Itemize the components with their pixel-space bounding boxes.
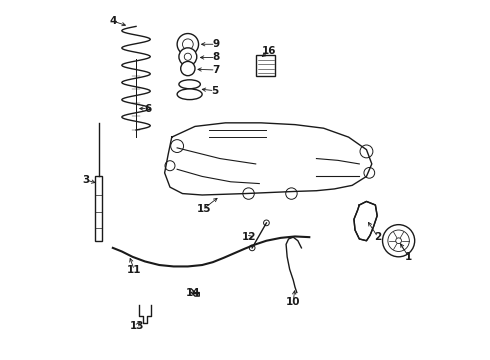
Text: 6: 6 xyxy=(144,104,151,113)
Bar xyxy=(95,176,102,241)
Circle shape xyxy=(179,48,197,66)
Bar xyxy=(256,55,275,76)
Circle shape xyxy=(364,167,375,178)
Text: 3: 3 xyxy=(82,175,90,185)
Text: 13: 13 xyxy=(130,321,145,331)
Text: 14: 14 xyxy=(186,288,200,297)
Ellipse shape xyxy=(177,89,202,100)
Text: 15: 15 xyxy=(196,203,211,213)
Circle shape xyxy=(388,230,409,251)
Text: 8: 8 xyxy=(212,53,220,63)
Circle shape xyxy=(171,140,184,153)
Circle shape xyxy=(243,188,254,199)
Polygon shape xyxy=(354,202,377,241)
Text: 12: 12 xyxy=(241,232,256,242)
Circle shape xyxy=(249,245,255,251)
Circle shape xyxy=(360,145,373,158)
Text: 4: 4 xyxy=(109,16,117,26)
Text: 16: 16 xyxy=(262,46,276,57)
Circle shape xyxy=(383,225,415,257)
Circle shape xyxy=(286,188,297,199)
Text: 5: 5 xyxy=(211,86,218,96)
Circle shape xyxy=(181,62,195,76)
Text: 11: 11 xyxy=(127,265,142,275)
Circle shape xyxy=(184,53,192,60)
Circle shape xyxy=(396,238,401,244)
Ellipse shape xyxy=(179,80,200,89)
Circle shape xyxy=(177,33,198,55)
Circle shape xyxy=(165,161,175,171)
Text: 10: 10 xyxy=(286,297,300,307)
Text: 9: 9 xyxy=(212,39,219,49)
Circle shape xyxy=(182,39,193,50)
Circle shape xyxy=(264,220,270,226)
Text: 2: 2 xyxy=(374,232,382,242)
Text: 1: 1 xyxy=(405,252,412,262)
Text: 7: 7 xyxy=(212,65,220,75)
